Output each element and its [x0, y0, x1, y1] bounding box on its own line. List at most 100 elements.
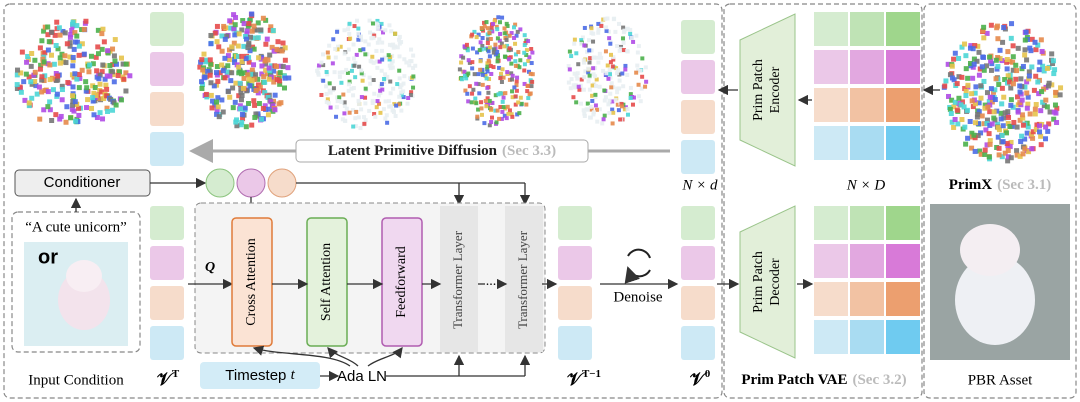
primitive	[238, 89, 244, 95]
primitive	[993, 57, 999, 63]
primitive	[217, 70, 223, 76]
primitive	[484, 104, 489, 109]
primitive	[1029, 36, 1035, 42]
primitive	[524, 102, 529, 107]
primitive	[235, 54, 241, 60]
primitive	[622, 107, 627, 112]
primitive	[247, 83, 253, 89]
primitive	[81, 51, 87, 57]
primitive	[101, 39, 107, 45]
primitive	[949, 97, 955, 103]
primitive	[479, 112, 484, 117]
primitive	[517, 65, 522, 70]
primitive	[368, 81, 373, 86]
primitive	[249, 122, 255, 128]
primitive	[367, 75, 372, 80]
primitive	[408, 59, 413, 64]
primitive	[201, 71, 207, 77]
primitive	[472, 72, 477, 77]
primitive	[236, 31, 242, 37]
primitive	[949, 75, 955, 81]
primitive	[480, 70, 485, 75]
primitive	[232, 59, 238, 65]
primitive	[1015, 94, 1021, 100]
primitive	[373, 114, 378, 119]
primitive	[408, 93, 413, 98]
primitive	[606, 29, 611, 34]
primitive	[513, 94, 518, 99]
primitive	[590, 83, 595, 88]
primitive	[335, 99, 340, 104]
primitive	[371, 35, 376, 40]
primitive	[528, 71, 533, 76]
primitive	[353, 116, 358, 121]
token	[150, 92, 184, 126]
primitive	[616, 21, 621, 26]
primitive	[45, 89, 51, 95]
primitive	[573, 83, 578, 88]
primitive	[1029, 146, 1035, 152]
primitive	[583, 69, 588, 74]
primitive	[1000, 39, 1006, 45]
primitive	[36, 84, 42, 90]
primitive	[566, 80, 571, 85]
primitive	[597, 107, 602, 112]
primitive	[1014, 148, 1020, 154]
primitive	[232, 32, 238, 38]
primitive	[100, 116, 106, 122]
primitive	[324, 91, 329, 96]
primitive	[257, 84, 263, 90]
primitive	[371, 78, 376, 83]
token-circle	[267, 168, 297, 198]
primitive	[110, 107, 116, 113]
primitive	[262, 90, 268, 96]
primitive	[92, 84, 98, 90]
primitive	[530, 72, 535, 77]
cycle-icon	[628, 248, 651, 277]
primitive	[611, 57, 616, 62]
primitive	[958, 102, 964, 108]
primitive	[1041, 102, 1047, 108]
primitive	[582, 113, 587, 118]
primitive	[97, 110, 103, 116]
primitive	[381, 107, 386, 112]
primitive	[640, 74, 645, 79]
primitive	[335, 47, 340, 52]
primitive	[477, 91, 482, 96]
primitive	[47, 77, 53, 83]
primitive	[970, 46, 976, 52]
primitive	[586, 79, 591, 84]
primitive	[379, 82, 384, 87]
primitive	[342, 118, 347, 123]
primitive	[1035, 79, 1041, 85]
primitive	[477, 48, 482, 53]
primitive	[502, 26, 507, 31]
primitive	[243, 56, 249, 62]
primitive	[57, 60, 63, 66]
primitive	[212, 102, 218, 108]
primitive	[337, 70, 342, 75]
primitive	[199, 57, 205, 63]
primitive	[67, 34, 73, 40]
primitive	[995, 63, 1001, 69]
primitive	[1008, 102, 1014, 108]
primitive	[509, 77, 514, 82]
primitive	[240, 116, 246, 122]
primitive	[67, 40, 73, 46]
primitive	[1054, 105, 1060, 111]
primitive	[486, 58, 491, 63]
primitive	[1017, 100, 1023, 106]
primitive	[29, 50, 35, 56]
primitive	[487, 45, 492, 50]
primitive	[374, 21, 379, 26]
primitive	[963, 93, 969, 99]
primitive	[382, 76, 387, 81]
primitive	[208, 92, 214, 98]
primitive	[274, 46, 280, 52]
primitive	[340, 117, 345, 122]
primitive	[1032, 39, 1038, 45]
primitive	[1033, 126, 1039, 132]
primitive	[379, 21, 384, 26]
primitive	[988, 67, 994, 73]
primitive	[231, 40, 237, 46]
